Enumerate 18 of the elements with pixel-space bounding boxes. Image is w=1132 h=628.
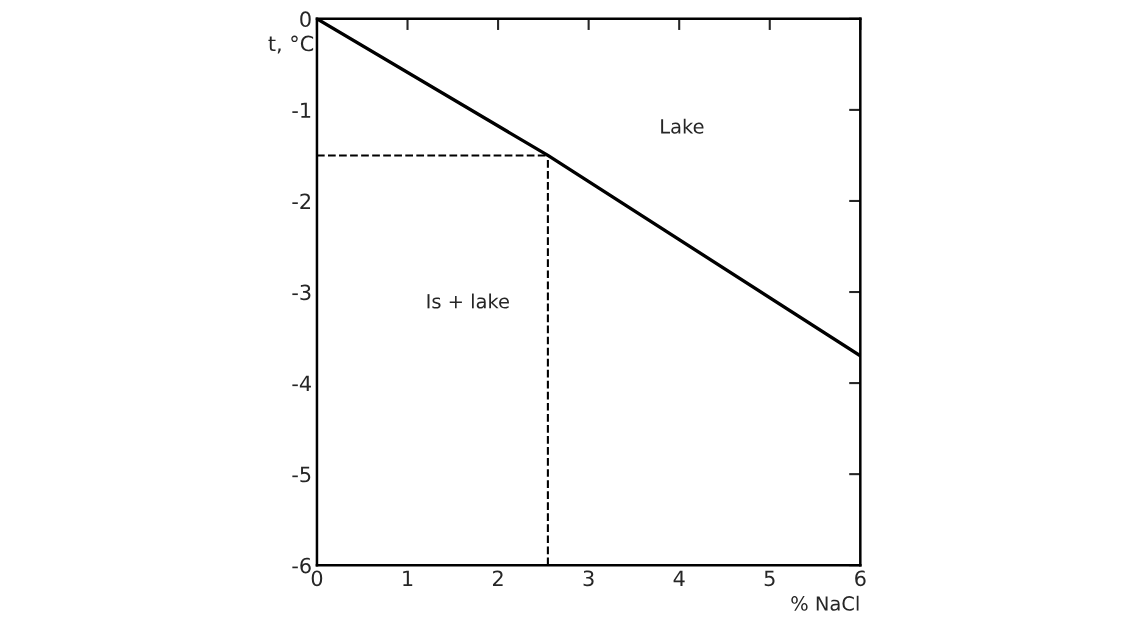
y-tick-label: -2 <box>292 193 311 209</box>
x-tick-label: 1 <box>403 570 413 586</box>
y-tick-label: 0 <box>300 11 311 28</box>
y-tick-label: -4 <box>292 375 311 391</box>
x-tick-label: 5 <box>764 570 775 587</box>
y-tick-label: -3 <box>292 284 311 301</box>
annotation: Is + lake <box>427 293 509 309</box>
x-tick-label: 3 <box>583 570 594 587</box>
annotation: Lake <box>661 118 704 134</box>
y-tick-label: -1 <box>292 102 311 118</box>
x-tick-label: 4 <box>673 570 685 586</box>
x-axis-title: % NaCl <box>791 595 859 611</box>
y-tick-label: -5 <box>292 466 311 483</box>
y-axis-title: t, °C <box>268 35 314 54</box>
x-tick-label: 6 <box>855 570 866 587</box>
y-tick-label: -6 <box>292 557 311 574</box>
x-tick-label: 0 <box>311 570 323 587</box>
x-tick-label: 2 <box>492 570 503 586</box>
